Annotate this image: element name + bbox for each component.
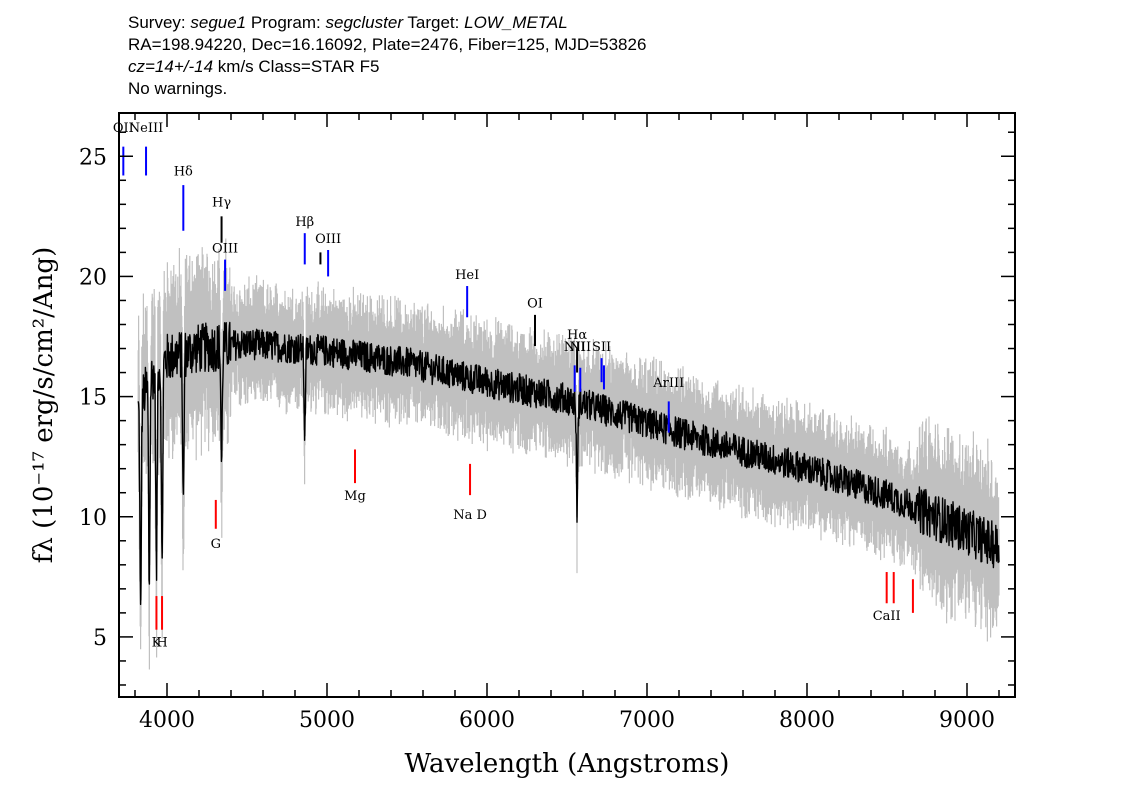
header-line-2: RA=198.94220, Dec=16.16092, Plate=2476, … <box>128 35 647 54</box>
emission-line-label-12: NII <box>569 340 591 355</box>
spectrum-header: Survey: segue1 Program: segcluster Targe… <box>128 12 646 100</box>
absorption-line-label-3: Mg <box>344 489 366 504</box>
y-tick-label: 15 <box>79 386 107 411</box>
emission-line-label-13: SII <box>592 340 611 355</box>
absorption-line-label-0: K <box>152 636 162 651</box>
x-axis-title: Wavelength (Angstroms) <box>405 749 730 779</box>
class-value: km/s Class=STAR F5 <box>213 57 380 76</box>
y-axis-title: fλ (10⁻¹⁷ erg/s/cm²/Ang) <box>29 247 59 563</box>
program-prefix: Program: <box>246 13 326 32</box>
survey-prefix: Survey: <box>128 13 191 32</box>
x-tick-label: 4000 <box>139 708 195 733</box>
axes-layer: 4000 5000 6000 7000 8000 9000 5 10 15 20 25 <box>79 112 1016 733</box>
header-line-1: Survey: segue1 Program: segcluster Targe… <box>128 12 646 34</box>
redshift-value: cz=14+/-14 <box>128 57 214 76</box>
emission-line-label-4: OIII <box>212 241 238 256</box>
header-line-3: cz=14+/-14 km/s Class=STAR F5 <box>128 56 646 78</box>
error-band <box>137 238 1000 670</box>
y-tick-label: 25 <box>79 145 107 170</box>
emission-line-label-5: Hβ <box>295 215 314 230</box>
header-line-4: No warnings. <box>128 79 228 98</box>
x-tick-label: 7000 <box>619 708 675 733</box>
emission-line-label-9: OI <box>527 297 543 312</box>
emission-line-label-15: ArIII <box>652 376 684 391</box>
y-tick-label: 20 <box>79 265 107 290</box>
survey-name: segue1 <box>190 13 247 32</box>
emission-line-label-1: NeIII <box>129 121 163 136</box>
absorption-line-label-5: CaII <box>873 609 901 624</box>
target-name: LOW_METAL <box>464 13 568 32</box>
error-band-layer <box>137 238 1000 670</box>
y-tick-label: 5 <box>93 626 107 651</box>
absorption-line-label-4: Na D <box>453 508 487 523</box>
program-name: segcluster <box>325 13 403 32</box>
emission-line-label-11: Hα <box>567 328 587 343</box>
absorption-line-label-1: H <box>156 636 167 651</box>
absorption-line-label-2: G <box>211 537 221 552</box>
x-tick-label: 9000 <box>939 708 995 733</box>
emission-line-label-7: OIII <box>315 232 341 247</box>
flux-line <box>137 321 1000 606</box>
emission-line-label-10: NII <box>564 340 586 355</box>
y-tick-label: 10 <box>79 506 107 531</box>
plot-frame <box>118 112 1016 698</box>
target-prefix: Target: <box>402 13 465 32</box>
x-tick-label: 6000 <box>459 708 515 733</box>
emission-line-label-8: HeI <box>455 268 479 283</box>
x-tick-label: 8000 <box>779 708 835 733</box>
flux-layer <box>137 321 1000 606</box>
x-tick-label: 5000 <box>299 708 355 733</box>
emission-line-label-2: Hδ <box>174 164 193 179</box>
emission-line-label-3: Hγ <box>212 196 231 211</box>
